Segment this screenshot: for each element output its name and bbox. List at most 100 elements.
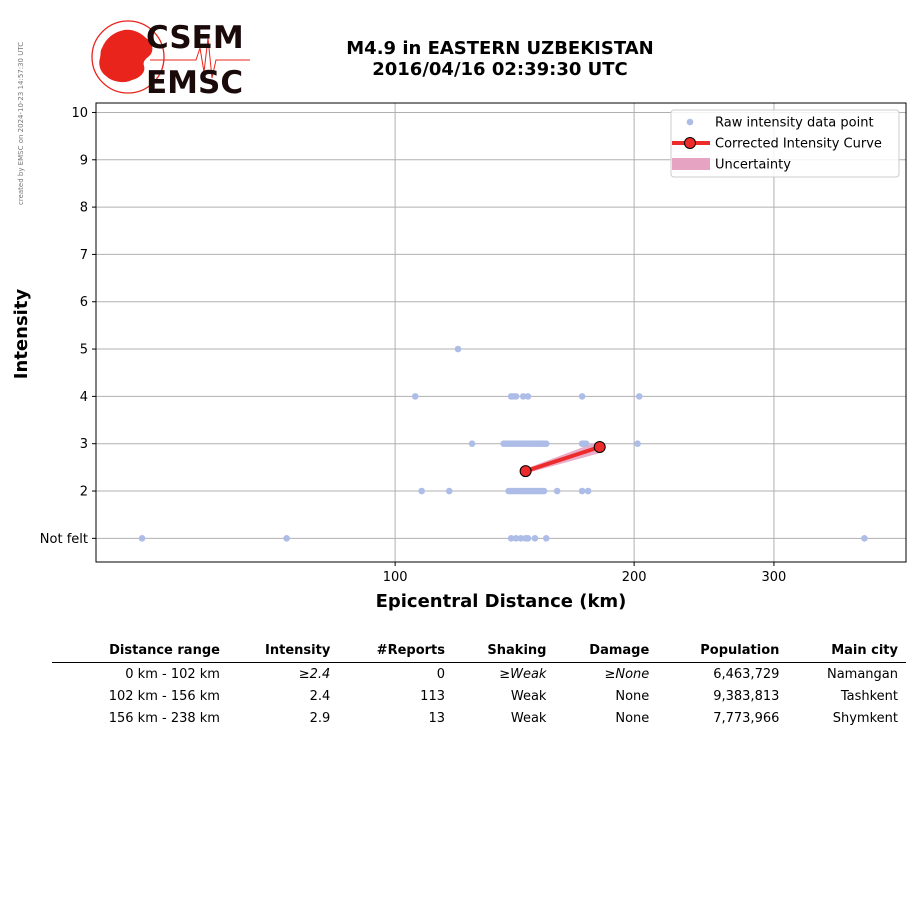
cell-range: 156 km - 238 km — [108, 711, 220, 726]
legend-uncertainty-swatch — [672, 158, 710, 170]
raw-data-point — [454, 345, 462, 353]
raw-data-point — [517, 535, 525, 542]
raw-data-point — [512, 393, 520, 400]
y-tick-label: 4 — [80, 390, 88, 405]
cell-reports: 13 — [428, 711, 445, 726]
cell-reports: 113 — [420, 689, 445, 704]
summary-table: Distance range Intensity #Reports Shakin… — [52, 641, 906, 729]
raw-data-point — [531, 535, 539, 542]
header-population: Population — [657, 641, 788, 663]
y-tick-label: 5 — [80, 343, 88, 358]
cell-shaking: Weak — [510, 689, 547, 704]
cell-population: 9,383,813 — [713, 689, 780, 704]
y-tick-label: 6 — [80, 295, 88, 310]
raw-data-point — [584, 487, 592, 495]
raw-data-point — [542, 440, 550, 448]
y-axis-label: Intensity — [11, 289, 32, 380]
raw-data-point — [445, 487, 453, 495]
plot-frame — [95, 102, 907, 563]
cell-intensity: 2.4 — [309, 689, 331, 704]
y-tick-label: Not felt — [40, 532, 88, 547]
emsc-logo: CSEM EMSC — [91, 20, 250, 98]
cell-shaking: Weak — [510, 711, 547, 726]
table-row: 102 km - 156 km 2.4 113 Weak None 9,383,… — [52, 685, 906, 707]
header-distance-range: Distance range — [52, 641, 228, 663]
logo-map-icon — [99, 29, 153, 83]
cell-damage: None — [615, 711, 650, 726]
cell-intensity: 2.9 — [309, 711, 331, 726]
chart-title: M4.9 in EASTERN UZBEKISTAN 2016/04/16 02… — [300, 38, 700, 80]
x-tick-label: 300 — [762, 570, 787, 585]
raw-data-point — [418, 487, 425, 495]
cell-city: Tashkent — [840, 689, 898, 704]
raw-data-point — [861, 535, 868, 542]
raw-data-point — [578, 487, 586, 495]
y-tick-label: 9 — [80, 153, 88, 168]
cell-population: 6,463,729 — [713, 667, 780, 682]
cell-population: 7,773,966 — [713, 711, 780, 726]
header-damage: Damage — [554, 641, 658, 663]
raw-data-point — [553, 487, 561, 495]
raw-data-point — [524, 535, 532, 542]
curve-marker — [519, 465, 532, 478]
x-tick-label: 100 — [383, 570, 408, 585]
logo-top-text: CSEM — [146, 20, 244, 56]
table-row: 0 km - 102 km ≥2.4 0 ≥Weak ≥None 6,463,7… — [52, 663, 906, 686]
raw-data-point — [635, 393, 643, 400]
raw-data-point — [524, 393, 532, 400]
y-ticks: Not felt 2 3 4 5 6 7 8 9 10 — [40, 106, 96, 547]
raw-data-point — [578, 393, 586, 400]
curve-line — [524, 445, 601, 474]
curve-marker — [593, 441, 606, 454]
x-ticks: 100 200 300 — [383, 562, 787, 585]
y-tick-label: 8 — [80, 201, 88, 216]
legend: Raw intensity data point Corrected Intens… — [670, 109, 900, 178]
table-header-row: Distance range Intensity #Reports Shakin… — [52, 641, 906, 663]
legend-box — [670, 109, 900, 178]
legend-raw-marker — [686, 118, 694, 126]
legend-label: Corrected Intensity Curve — [715, 137, 882, 152]
legend-label: Raw intensity data point — [715, 116, 874, 131]
intensity-chart: 100 200 300 Not felt 2 3 4 5 6 7 8 9 10 Epicentral … — [11, 102, 907, 612]
cell-reports: 0 — [436, 667, 445, 682]
legend-label: Uncertainty — [715, 158, 791, 173]
logo-bottom-text: EMSC — [146, 65, 243, 98]
legend-curve-marker — [684, 137, 696, 149]
header-reports: #Reports — [338, 641, 453, 663]
x-tick-label: 200 — [622, 570, 647, 585]
logo-seismogram-icon — [150, 37, 250, 79]
raw-data-point — [411, 393, 419, 400]
raw-data-point — [507, 535, 515, 542]
y-tick-label: 10 — [71, 106, 88, 121]
header-shaking: Shaking — [453, 641, 555, 663]
raw-data-point — [634, 440, 641, 448]
header-main-city: Main city — [787, 641, 906, 663]
raw-data-point — [542, 535, 550, 542]
cell-range: 102 km - 156 km — [108, 689, 220, 704]
cell-shaking: ≥Weak — [499, 667, 547, 682]
y-tick-label: 7 — [80, 248, 88, 263]
x-axis-label: Epicentral Distance (km) — [376, 591, 627, 612]
cell-city: Shymkent — [832, 711, 898, 726]
title-line-1: M4.9 in EASTERN UZBEKISTAN — [346, 38, 654, 59]
raw-data-point — [582, 440, 590, 448]
raw-data-point — [519, 393, 527, 400]
raw-data-point — [283, 535, 290, 542]
cell-city: Namangan — [826, 667, 898, 682]
cell-intensity: ≥2.4 — [298, 667, 331, 682]
title-line-2: 2016/04/16 02:39:30 UTC — [372, 59, 628, 80]
raw-data-point — [540, 487, 548, 495]
raw-data-point — [138, 535, 146, 542]
logo-globe-icon — [91, 20, 165, 94]
raw-data-point — [512, 535, 520, 542]
cell-damage: None — [615, 689, 650, 704]
raw-points — [138, 345, 868, 542]
cell-range: 0 km - 102 km — [125, 667, 220, 682]
y-tick-label: 2 — [80, 485, 88, 500]
y-tick-label: 3 — [80, 437, 88, 452]
table-row: 156 km - 238 km 2.9 13 Weak None 7,773,9… — [52, 707, 906, 729]
corrected-curve — [519, 441, 606, 478]
header-intensity: Intensity — [227, 641, 339, 663]
raw-data-point — [468, 440, 476, 448]
cell-damage: ≥None — [604, 667, 650, 682]
